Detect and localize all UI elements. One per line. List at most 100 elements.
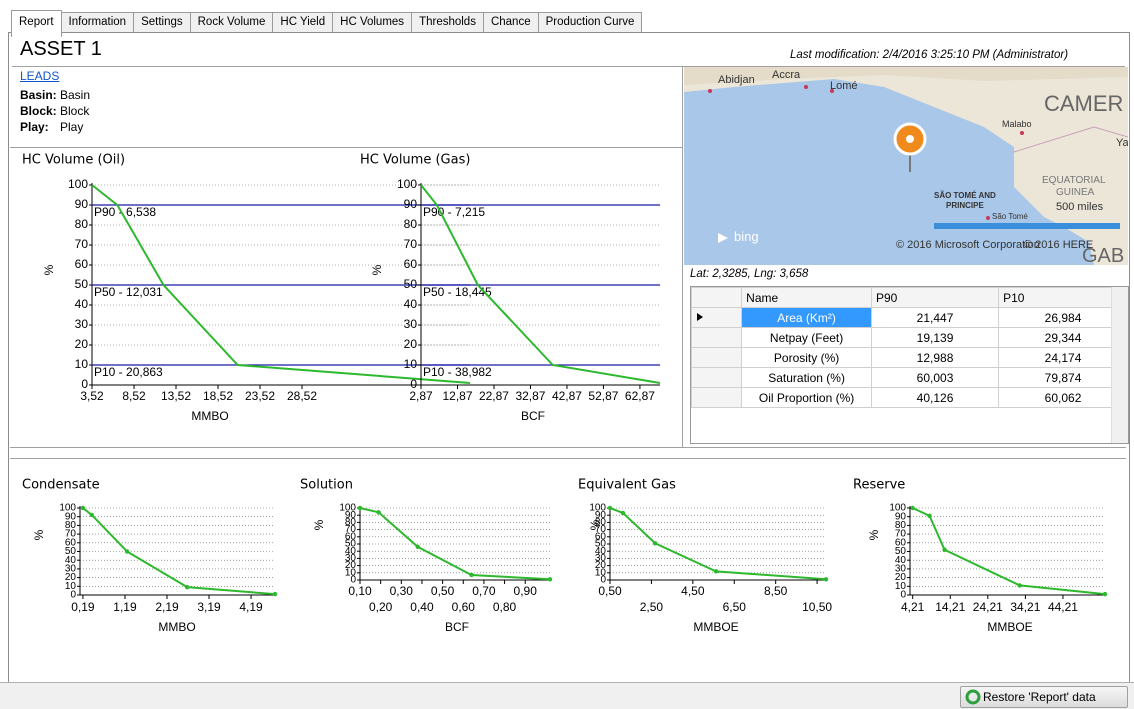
app-window: ReportInformationSettingsRock VolumeHC Y… (0, 0, 1134, 709)
series-point (608, 506, 612, 510)
restore-button[interactable]: Restore 'Report' data (960, 686, 1128, 708)
series-point (1018, 583, 1022, 587)
reference-label: P50 - 12,031 (94, 285, 163, 299)
x-tick-label: 0,10 (348, 584, 372, 598)
x-tick-label: 0,90 (514, 584, 538, 598)
x-tick-label: 4,50 (681, 584, 705, 598)
x-tick-label: 10,50 (802, 600, 832, 614)
x-tick-label: 0,50 (431, 584, 455, 598)
series-point (376, 510, 380, 514)
x-tick-label: 3,19 (197, 600, 221, 614)
y-tick-label: 100 (59, 503, 76, 514)
x-axis-label: BCF (445, 620, 469, 634)
y-tick-label: 60 (404, 257, 418, 271)
y-tick-label: 40 (75, 297, 89, 311)
y-axis-label: % (867, 529, 881, 540)
y-tick-label: 100 (68, 177, 88, 191)
x-tick-label: 62,87 (625, 389, 655, 403)
y-axis-label: % (32, 529, 46, 540)
x-tick-label: 0,50 (598, 584, 622, 598)
x-axis-label: MMBO (158, 620, 195, 634)
x-tick-label: 0,19 (71, 600, 95, 614)
y-tick-label: 80 (404, 217, 418, 231)
y-tick-label: 100 (889, 503, 906, 514)
y-tick-label: 70 (404, 237, 418, 251)
x-tick-label: 0,40 (410, 600, 434, 614)
y-axis-label: % (370, 264, 384, 275)
chart-title: HC Volume (Gas) (360, 153, 470, 168)
y-tick-label: 40 (404, 297, 418, 311)
reference-label: P90 - 7,215 (423, 205, 485, 219)
y-axis-label: % (312, 519, 326, 530)
x-tick-label: 2,87 (409, 389, 433, 403)
series-line (913, 508, 1105, 594)
y-tick-label: 60 (75, 257, 89, 271)
series-point (653, 541, 657, 545)
series-point (942, 548, 946, 552)
chart-title: HC Volume (Oil) (22, 153, 125, 168)
x-tick-label: 0,80 (493, 600, 517, 614)
x-tick-label: 42,87 (552, 389, 582, 403)
series-line (610, 508, 826, 579)
x-tick-label: 22,87 (479, 389, 509, 403)
x-tick-label: 12,87 (442, 389, 472, 403)
series-point (910, 506, 914, 510)
series-point (185, 585, 189, 589)
series-point (927, 514, 931, 518)
x-tick-label: 2,50 (640, 600, 664, 614)
charts: HC Volume (Oil)%01020304050607080901003,… (0, 0, 1134, 682)
button-label: Restore 'Report' data (983, 690, 1096, 704)
y-tick-label: 80 (75, 217, 89, 231)
series-point (416, 545, 420, 549)
x-tick-label: 0,20 (369, 600, 393, 614)
x-tick-label: 0,30 (390, 584, 414, 598)
x-axis-label: MMBOE (693, 620, 738, 634)
x-tick-label: 2,19 (155, 600, 179, 614)
y-tick-label: 90 (404, 197, 418, 211)
x-axis-label: MMBOE (987, 620, 1032, 634)
y-tick-label: 50 (404, 277, 418, 291)
x-axis-label: BCF (521, 409, 545, 423)
series-point (81, 506, 85, 510)
series-point (1103, 592, 1107, 596)
x-axis-label: MMBO (191, 409, 228, 423)
chart-title: Equivalent Gas (578, 478, 676, 493)
series-line (83, 508, 275, 594)
series-point (824, 577, 828, 581)
x-tick-label: 1,19 (113, 600, 137, 614)
x-tick-label: 4,19 (239, 600, 263, 614)
x-tick-label: 4,21 (901, 600, 925, 614)
reference-label: P10 - 38,982 (423, 365, 492, 379)
x-tick-label: 3,52 (80, 389, 104, 403)
y-tick-label: 90 (75, 197, 89, 211)
chart-title: Solution (300, 478, 353, 493)
restore-icon (961, 688, 983, 706)
y-tick-label: 20 (75, 337, 89, 351)
x-tick-label: 8,50 (764, 584, 788, 598)
series-point (469, 573, 473, 577)
x-tick-label: 28,52 (287, 389, 317, 403)
x-tick-label: 32,87 (515, 389, 545, 403)
series-point (358, 506, 362, 510)
reference-label: P50 - 18,445 (423, 285, 492, 299)
x-tick-label: 14,21 (935, 600, 965, 614)
y-tick-label: 30 (404, 317, 418, 331)
x-tick-label: 52,87 (588, 389, 618, 403)
x-tick-label: 34,21 (1010, 600, 1040, 614)
chart-title: Condensate (22, 478, 100, 493)
series-point (273, 592, 277, 596)
y-tick-label: 100 (589, 503, 606, 514)
y-tick-label: 30 (75, 317, 89, 331)
x-tick-label: 0,70 (472, 584, 496, 598)
x-tick-label: 6,50 (723, 600, 747, 614)
chart-title: Reserve (853, 478, 905, 493)
series-line (360, 508, 550, 579)
y-tick-label: 50 (75, 277, 89, 291)
x-tick-label: 8,52 (122, 389, 146, 403)
x-tick-label: 0,60 (452, 600, 476, 614)
series-point (621, 511, 625, 515)
series-point (548, 577, 552, 581)
x-tick-label: 24,21 (973, 600, 1003, 614)
y-tick-label: 100 (339, 503, 356, 514)
y-axis-label: % (42, 264, 56, 275)
